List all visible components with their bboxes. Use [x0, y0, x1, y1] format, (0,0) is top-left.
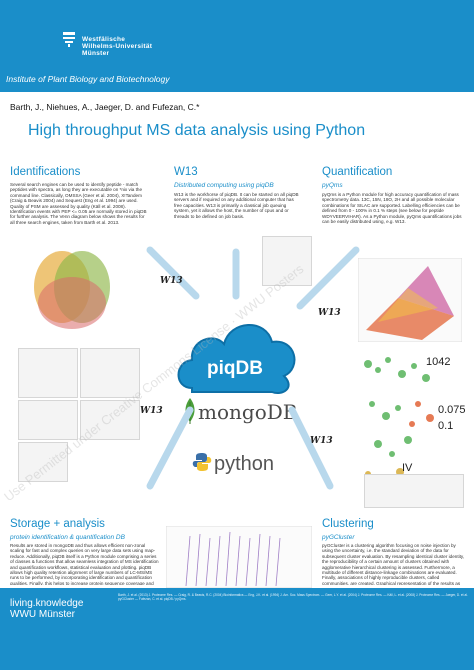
quantification-body: pyQms is a Python module for high accura…	[322, 192, 462, 225]
storage-subtitle: protein identification & quantification …	[10, 534, 125, 541]
w13-title: W13	[174, 166, 198, 178]
header-banner	[0, 0, 474, 92]
cluster-roman-label: IV	[402, 462, 413, 474]
institute-name: Institute of Plant Biology and Biotechno…	[6, 74, 170, 84]
quantification-3d-plot	[358, 258, 462, 342]
piqdb-cloud-label: piqDB	[207, 358, 263, 379]
python-label: python	[214, 453, 275, 475]
university-name: Westfälische Wilhelms-Universität Münste…	[82, 36, 153, 57]
clustering-title: Clustering	[322, 518, 374, 530]
spectrum-plot-1	[18, 348, 78, 398]
cluster-heatmap	[364, 474, 464, 508]
piqdb-cloud-icon	[177, 324, 296, 394]
quantification-title: Quantification	[322, 166, 393, 178]
quantification-subtitle: pyQms	[322, 182, 343, 189]
cluster-count-number: 1042	[426, 356, 451, 368]
w13-label-left: W13	[160, 276, 183, 286]
authors: Barth, J., Niehues, A., Jaeger, D. and F…	[10, 102, 200, 112]
cluster-value-1: 0.075	[438, 404, 466, 416]
clustering-body: pyGCluster is a clustering algorithm foc…	[322, 543, 465, 585]
w13-label-bottom-right: W13	[310, 436, 333, 446]
identifications-title: Identifications	[10, 166, 81, 178]
mongodb-leaf-icon	[185, 398, 195, 424]
clustering-subtitle: pyGCluster	[322, 534, 355, 541]
w13-label-bottom-left: W13	[140, 406, 163, 416]
retention-alignment-plot	[166, 526, 312, 588]
identifications-body: Several search engines can be used to id…	[10, 182, 147, 225]
footer-brand: living.knowledge WWU Münster	[10, 598, 84, 620]
arrow-identifications	[146, 246, 200, 300]
university-logo-icon	[63, 32, 75, 47]
poster-title: High throughput MS data analysis using P…	[28, 122, 366, 139]
spectrum-plot-5	[18, 442, 68, 482]
footer-banner	[0, 588, 474, 670]
mongodb-label: mongoDB	[198, 400, 298, 424]
w13-terminal-screenshot	[262, 236, 312, 286]
spectrum-plot-2	[80, 348, 140, 398]
venn-diagram	[34, 251, 110, 329]
references: Barth, J. et al. (2013) J. Proteome Res.…	[118, 593, 468, 601]
w13-label-right: W13	[318, 308, 341, 318]
storage-title: Storage + analysis	[10, 518, 105, 530]
spectrum-plot-3	[18, 400, 78, 440]
spectrum-plot-4	[80, 400, 140, 440]
w13-subtitle: Distributed computing using piqDB	[174, 182, 274, 189]
w13-body: W13 is the workhorse of piqDB. It can be…	[174, 192, 299, 219]
arrow-clustering	[288, 406, 334, 490]
python-logo-icon	[192, 453, 212, 471]
storage-body: Results are stored in mongoDB and thus a…	[10, 543, 159, 585]
cluster-value-2: 0.1	[438, 420, 454, 432]
